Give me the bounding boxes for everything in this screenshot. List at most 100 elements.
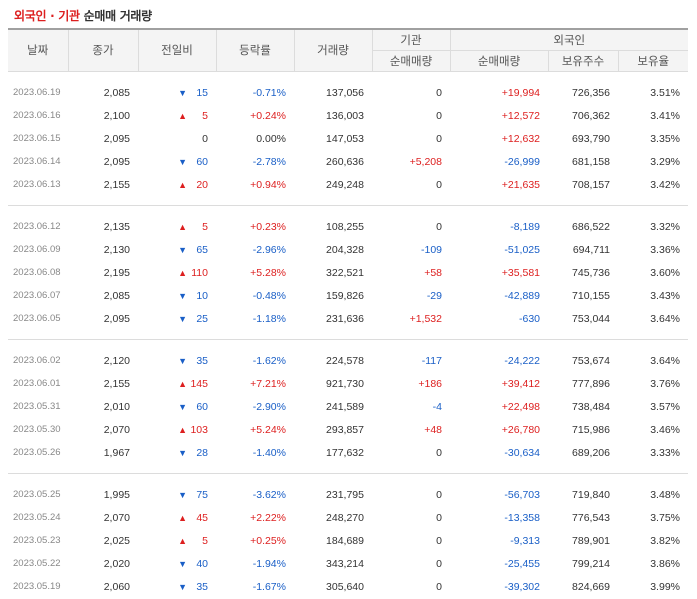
cell-inst-net: 0 xyxy=(436,557,442,570)
table-row: 2023.06.16 2,100 ▲ 5 +0.24% 136,003 0 +12,572 70… xyxy=(8,104,688,127)
cell-inst-net: 0 xyxy=(436,446,442,459)
cell-rate: -2.78% xyxy=(252,155,286,168)
down-triangle-icon: ▼ xyxy=(178,87,187,98)
cell-date: 2023.06.14 xyxy=(13,156,61,167)
cell-date: 2023.05.31 xyxy=(13,401,61,412)
section-title-text: 순매매 거래량 xyxy=(79,9,153,23)
cell-volume: 305,640 xyxy=(326,580,364,593)
cell-volume: 147,053 xyxy=(326,132,364,145)
cell-rate: 0.00% xyxy=(256,132,286,145)
cell-date: 2023.05.22 xyxy=(13,558,61,569)
cell-volume: 322,521 xyxy=(326,266,364,279)
cell-inst-net: 0 xyxy=(436,178,442,191)
cell-volume: 159,826 xyxy=(326,289,364,302)
up-triangle-icon: ▲ xyxy=(178,424,187,435)
cell-date: 2023.06.05 xyxy=(13,313,61,324)
cell-foreign-net: +35,581 xyxy=(501,266,540,279)
down-triangle-icon: ▼ xyxy=(178,447,187,458)
cell-rate: +5.28% xyxy=(250,266,286,279)
cell-change: ▲ 20 xyxy=(138,173,216,196)
cell-foreign-net: +21,635 xyxy=(501,178,540,191)
cell-close: 2,095 xyxy=(103,155,130,168)
cell-date: 2023.05.26 xyxy=(13,447,61,458)
cell-inst-net: -117 xyxy=(421,354,442,367)
cell-foreign-ratio: 3.35% xyxy=(650,132,680,145)
table-row: 2023.05.19 2,060 ▼ 35 -1.67% 305,640 0 -39,302 8… xyxy=(8,575,688,598)
cell-foreign-net: -51,025 xyxy=(504,243,540,256)
cell-foreign-net: -26,999 xyxy=(504,155,540,168)
table-row: 2023.06.14 2,095 ▼ 60 -2.78% 260,636 +5,208 -26… xyxy=(8,150,688,173)
cell-volume: 241,589 xyxy=(326,400,364,413)
table-row: 2023.05.26 1,967 ▼ 28 -1.40% 177,632 0 -30,634 6… xyxy=(8,441,688,464)
table-row: 2023.05.31 2,010 ▼ 60 -2.90% 241,589 -4 +22,498… xyxy=(8,395,688,418)
cell-volume: 231,636 xyxy=(326,312,364,325)
cell-change: ▼ 75 xyxy=(138,483,216,506)
cell-change: ▼ 40 xyxy=(138,552,216,575)
cell-foreign-hold: 686,522 xyxy=(572,220,610,233)
cell-rate: +2.22% xyxy=(250,511,286,524)
cell-date: 2023.05.30 xyxy=(13,424,61,435)
cell-inst-net: +186 xyxy=(418,377,442,390)
table-body: 2023.06.19 2,085 ▼ 15 -0.71% 137,056 0 +19,994 7… xyxy=(8,71,688,599)
cell-foreign-ratio: 3.43% xyxy=(650,289,680,302)
cell-change-value: 15 xyxy=(196,86,208,99)
cell-close: 2,155 xyxy=(103,377,130,390)
section-title: 외국인 · 기관 순매매 거래량 xyxy=(14,7,152,27)
cell-volume: 137,056 xyxy=(326,86,364,99)
cell-date: 2023.05.19 xyxy=(13,581,61,592)
cell-inst-net: 0 xyxy=(436,220,442,233)
cell-date: 2023.05.23 xyxy=(13,535,61,546)
cell-change-value: 5 xyxy=(202,220,208,233)
cell-foreign-hold: 777,896 xyxy=(572,377,610,390)
cell-date: 2023.06.09 xyxy=(13,244,61,255)
cell-date: 2023.06.07 xyxy=(13,290,61,301)
cell-close: 2,195 xyxy=(103,266,130,279)
down-triangle-icon: ▼ xyxy=(178,558,187,569)
cell-foreign-net: -39,302 xyxy=(504,580,540,593)
down-triangle-icon: ▼ xyxy=(178,156,187,167)
table-row: 2023.06.19 2,085 ▼ 15 -0.71% 137,056 0 +19,994 7… xyxy=(8,81,688,104)
cell-foreign-net: -24,222 xyxy=(504,354,540,367)
cell-change: ▼ 28 xyxy=(138,441,216,464)
cell-volume: 177,632 xyxy=(326,446,364,459)
cell-volume: 224,578 xyxy=(326,354,364,367)
cell-inst-net: +1,532 xyxy=(409,312,442,325)
header-foreign: 외국인 xyxy=(450,28,688,51)
cell-foreign-net: -13,358 xyxy=(504,511,540,524)
header-institution: 기관 xyxy=(372,28,451,51)
table-row: 2023.05.30 2,070 ▲ 103 +5.24% 293,857 +48 +26,7… xyxy=(8,418,688,441)
table-row: 2023.06.02 2,120 ▼ 35 -1.62% 224,578 -117 -24,2… xyxy=(8,349,688,372)
group-divider xyxy=(8,330,688,340)
cell-date: 2023.06.08 xyxy=(13,267,61,278)
table-row: 2023.06.07 2,085 ▼ 10 -0.48% 159,826 -29 -42,88… xyxy=(8,284,688,307)
cell-change: ▼ 25 xyxy=(138,307,216,330)
foreign-institution-trading-table: 날짜 종가 전일비 등락률 거래량 기관 외국인 순매매량 순매매량 보유주수 … xyxy=(8,28,688,599)
cell-change-value: 40 xyxy=(196,557,208,570)
cell-change-value: 35 xyxy=(196,354,208,367)
cell-foreign-hold: 689,206 xyxy=(572,446,610,459)
cell-inst-net: -29 xyxy=(426,289,442,302)
cell-change: ▼ 35 xyxy=(138,575,216,598)
cell-change: ▼ 60 xyxy=(138,395,216,418)
cell-foreign-net: +22,498 xyxy=(501,400,540,413)
cell-foreign-hold: 706,362 xyxy=(572,109,610,122)
cell-date: 2023.05.24 xyxy=(13,512,61,523)
cell-foreign-hold: 745,736 xyxy=(572,266,610,279)
cell-inst-net: +5,208 xyxy=(409,155,442,168)
cell-foreign-hold: 708,157 xyxy=(572,178,610,191)
cell-change-value: 45 xyxy=(196,511,208,524)
table-row: 2023.06.05 2,095 ▼ 25 -1.18% 231,636 +1,532 -63… xyxy=(8,307,688,330)
up-triangle-icon: ▲ xyxy=(178,535,187,546)
cell-close: 2,095 xyxy=(103,312,130,325)
table-row: 2023.05.24 2,070 ▲ 45 +2.22% 248,270 0 -13,358 7… xyxy=(8,506,688,529)
cell-rate: +0.23% xyxy=(250,220,286,233)
cell-foreign-ratio: 3.33% xyxy=(650,446,680,459)
cell-inst-net: 0 xyxy=(436,534,442,547)
down-triangle-icon: ▼ xyxy=(178,290,187,301)
cell-foreign-hold: 799,214 xyxy=(572,557,610,570)
cell-foreign-ratio: 3.46% xyxy=(650,423,680,436)
cell-inst-net: 0 xyxy=(436,86,442,99)
cell-close: 2,025 xyxy=(103,534,130,547)
header-close: 종가 xyxy=(68,28,139,72)
cell-foreign-hold: 753,674 xyxy=(572,354,610,367)
